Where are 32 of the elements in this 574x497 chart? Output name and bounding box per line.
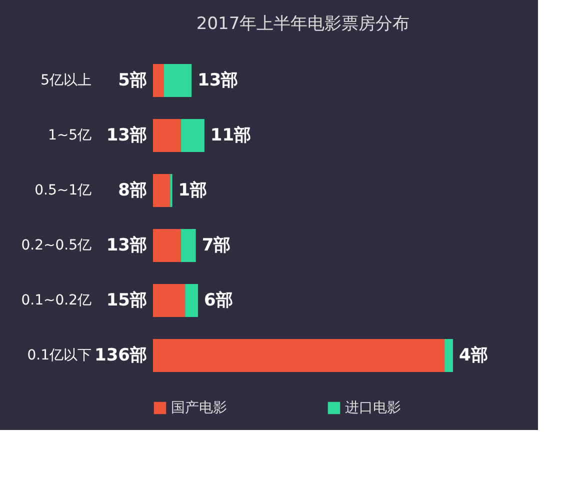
bar	[444, 339, 453, 372]
bar	[153, 119, 181, 152]
bar	[153, 229, 181, 262]
data-label: 13部	[106, 236, 147, 256]
y-tick-label: 0.5~1亿	[34, 182, 92, 198]
data-label: 15部	[106, 290, 147, 310]
bar	[153, 284, 186, 317]
bar	[153, 64, 164, 97]
bar	[185, 284, 198, 317]
bar	[180, 229, 196, 262]
data-label: 4部	[459, 346, 488, 366]
data-label: 136部	[94, 346, 147, 366]
legend-label: 进口电影	[345, 400, 401, 416]
y-tick-label: 5亿以上	[40, 72, 92, 88]
data-label: 11部	[210, 126, 252, 146]
legend-label: 国产电影	[171, 400, 227, 416]
data-label: 1部	[178, 180, 208, 200]
data-label: 13部	[198, 70, 238, 90]
data-label: 5部	[118, 70, 147, 90]
chart-title: 2017年上半年电影票房分布	[196, 14, 410, 34]
data-label: 13部	[106, 126, 147, 146]
y-tick-label: 0.2~0.5亿	[21, 238, 92, 254]
bar	[164, 64, 192, 97]
bar	[153, 174, 170, 207]
y-tick-label: 0.1亿以下	[27, 348, 92, 364]
y-tick-label: 1~5亿	[48, 128, 92, 144]
data-label: 7部	[202, 236, 231, 256]
bar	[153, 339, 444, 372]
bar	[180, 119, 204, 152]
y-tick-label: 0.1~0.2亿	[21, 292, 92, 308]
data-label: 6部	[204, 290, 233, 310]
data-label: 8部	[118, 180, 147, 200]
